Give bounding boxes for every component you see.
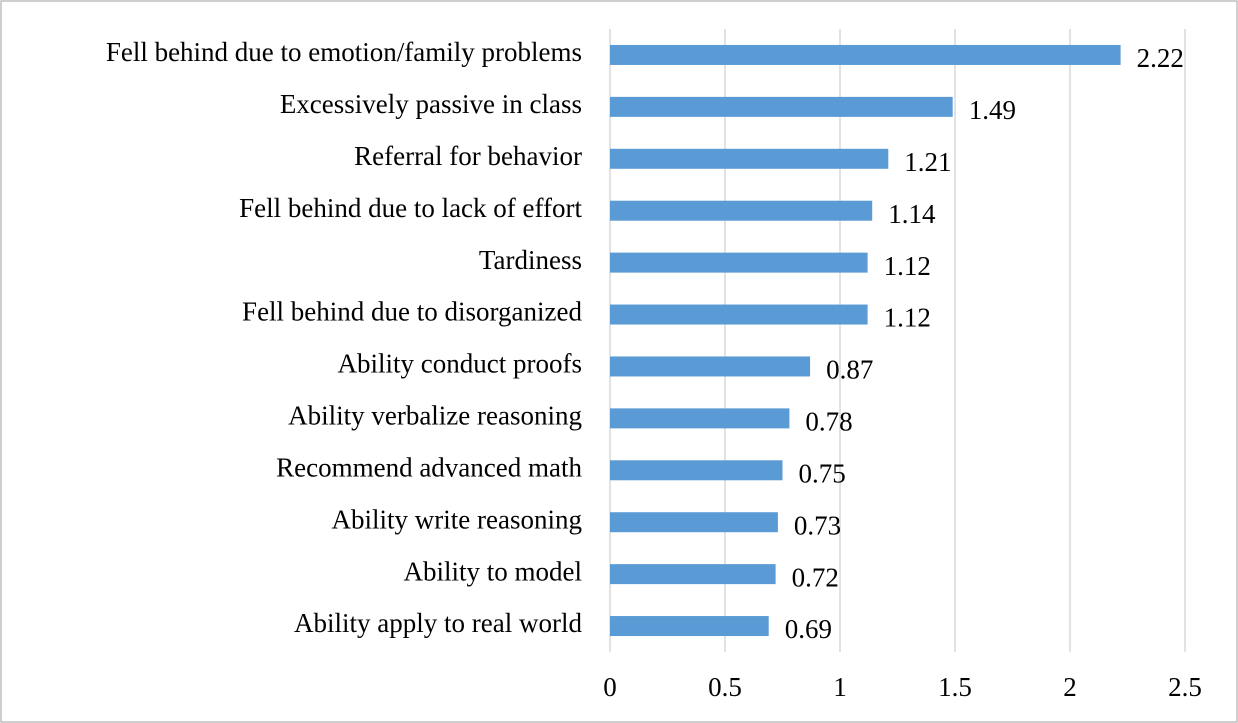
y-tick-label: Tardiness	[479, 245, 582, 275]
x-tick-label: 2	[1063, 672, 1077, 702]
value-label: 2.22	[1137, 43, 1184, 73]
bar	[610, 304, 868, 325]
bar	[610, 616, 769, 637]
x-tick-label: 1.5	[938, 672, 972, 702]
y-tick-label: Excessively passive in class	[280, 89, 582, 119]
bar	[610, 512, 778, 533]
value-label: 1.21	[904, 147, 951, 177]
value-label: 0.75	[799, 458, 846, 488]
value-label: 1.12	[884, 303, 931, 333]
value-label: 1.12	[884, 251, 931, 281]
bar	[610, 96, 953, 117]
y-tick-label: Ability conduct proofs	[338, 349, 582, 379]
value-label: 0.87	[826, 355, 873, 385]
value-label: 1.49	[969, 95, 1016, 125]
bar	[610, 252, 868, 273]
y-tick-label: Ability to model	[404, 556, 583, 586]
y-tick-label: Fell behind due to disorganized	[242, 297, 582, 327]
value-label: 1.14	[888, 199, 936, 229]
bar	[610, 200, 873, 221]
bar	[610, 408, 790, 429]
bar	[610, 460, 783, 481]
x-tick-label: 0	[603, 672, 617, 702]
y-tick-label: Ability apply to real world	[294, 608, 582, 638]
x-tick-label: 2.5	[1168, 672, 1202, 702]
value-label: 0.72	[792, 562, 839, 592]
y-tick-label: Fell behind due to emotion/family proble…	[106, 37, 582, 67]
y-tick-label: Ability write reasoning	[332, 504, 582, 534]
y-tick-label: Referral for behavior	[354, 141, 582, 171]
bar	[610, 356, 811, 377]
y-tick-label: Fell behind due to lack of effort	[239, 193, 582, 223]
bar	[610, 148, 889, 169]
y-tick-label: Ability verbalize reasoning	[288, 401, 582, 431]
x-tick-label: 0.5	[708, 672, 742, 702]
value-label: 0.69	[785, 614, 832, 644]
x-tick-label: 1	[833, 672, 847, 702]
bar	[610, 564, 776, 585]
value-label: 0.73	[794, 510, 841, 540]
y-tick-label: Recommend advanced math	[276, 452, 582, 482]
value-label: 0.78	[805, 407, 852, 437]
bar	[610, 44, 1121, 65]
